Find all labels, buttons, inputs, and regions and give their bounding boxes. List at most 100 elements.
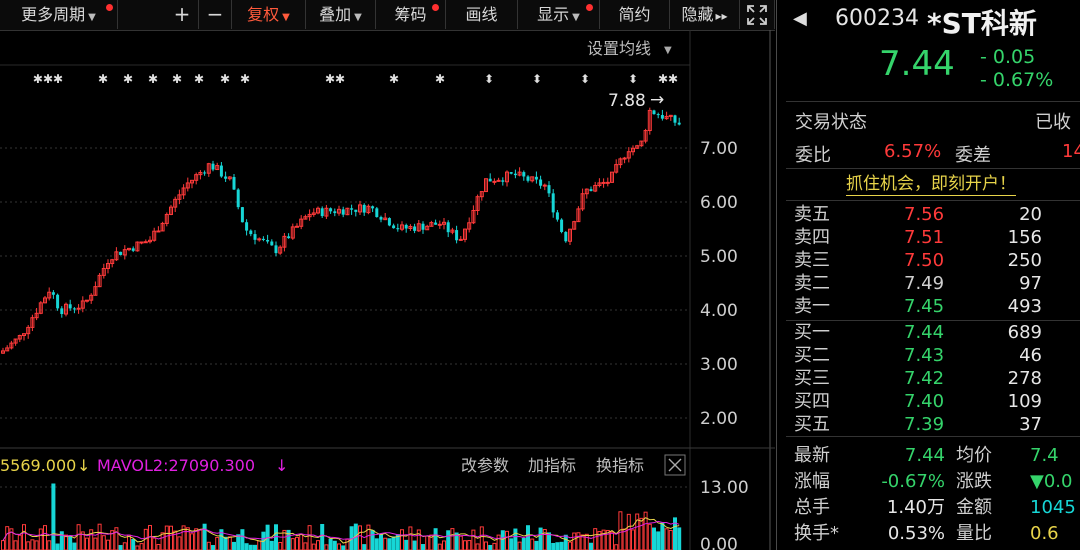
volume-bar bbox=[169, 525, 173, 550]
event-marker-icon[interactable]: ✱ bbox=[98, 72, 108, 86]
candle-body bbox=[383, 217, 388, 221]
volume-bar bbox=[521, 537, 526, 550]
bid-row[interactable]: 买五 7.39 37 bbox=[776, 413, 1080, 436]
bid-row[interactable]: 买三 7.42 278 bbox=[776, 367, 1080, 390]
book-level-label: 卖三 bbox=[794, 250, 830, 271]
event-marker-icon[interactable]: ⬍ bbox=[580, 72, 590, 86]
draw-line-button[interactable]: 画线 bbox=[446, 0, 518, 29]
ma-settings-button[interactable]: 设置均线 bbox=[587, 39, 651, 58]
bid-row[interactable]: 买一 7.44 689 bbox=[776, 321, 1080, 344]
change-params-button[interactable]: 改参数 bbox=[461, 456, 509, 475]
event-marker-icon[interactable]: ✱ bbox=[172, 72, 182, 86]
book-price: 7.51 bbox=[904, 227, 945, 248]
ask-row[interactable]: 卖五 7.56 20 bbox=[776, 203, 1080, 226]
candle-body bbox=[227, 176, 232, 180]
candle-body bbox=[316, 207, 320, 214]
fullscreen-button[interactable] bbox=[740, 0, 775, 29]
book-volume: 20 bbox=[1019, 204, 1042, 225]
candle-body bbox=[139, 241, 144, 244]
close-pane-frame bbox=[664, 454, 686, 476]
volume-bar bbox=[643, 511, 648, 550]
candle-body bbox=[458, 238, 463, 241]
event-marker-icon[interactable]: ✱ bbox=[435, 72, 445, 86]
add-indicator-button[interactable]: 加指标 bbox=[528, 456, 576, 475]
book-price: 7.45 bbox=[904, 296, 945, 317]
candle-body bbox=[647, 109, 652, 132]
hide-label: 隐藏 bbox=[681, 5, 714, 24]
candle-body bbox=[560, 219, 564, 232]
volume-bar bbox=[202, 523, 207, 550]
switch-indicator-button[interactable]: 换指标 bbox=[596, 456, 644, 475]
volume-bar bbox=[206, 541, 211, 550]
event-marker-icon[interactable]: ✱ bbox=[240, 72, 250, 86]
candle-body bbox=[450, 229, 455, 233]
volume-bar bbox=[534, 540, 539, 550]
volume-bar bbox=[526, 525, 530, 550]
open-account-link[interactable]: 抓住机会，即刻开户！ bbox=[846, 174, 1016, 196]
simple-mode-button[interactable]: 简约 bbox=[600, 0, 670, 29]
volume-bar bbox=[101, 535, 106, 550]
candle-body bbox=[143, 241, 148, 244]
volume-bar bbox=[185, 527, 190, 550]
candle-body bbox=[534, 176, 538, 180]
display-button[interactable]: 显示 ▼ bbox=[518, 0, 600, 29]
ask-row[interactable]: 卖二 7.49 97 bbox=[776, 272, 1080, 295]
fuquan-button[interactable]: 复权 ▼ bbox=[232, 0, 306, 29]
event-marker-icon[interactable]: ⬍ bbox=[532, 72, 542, 86]
event-marker-icon[interactable]: ✱✱ bbox=[658, 72, 678, 86]
double-arrow-right-icon: ▸▸ bbox=[715, 9, 728, 23]
book-level-label: 买四 bbox=[794, 391, 830, 412]
collapse-panel-icon[interactable]: ◀ bbox=[793, 8, 807, 29]
volume-bar bbox=[13, 540, 18, 550]
candle-body bbox=[185, 182, 190, 189]
overlay-label: 叠加 bbox=[319, 5, 352, 24]
event-marker-icon[interactable]: ✱ bbox=[389, 72, 399, 86]
hide-button[interactable]: 隐藏 ▸▸ bbox=[670, 0, 740, 29]
event-marker-icon[interactable]: ✱ bbox=[194, 72, 204, 86]
bid-row[interactable]: 买四 7.40 109 bbox=[776, 390, 1080, 413]
ask-row[interactable]: 卖三 7.50 250 bbox=[776, 249, 1080, 272]
stat-value: 7.44 bbox=[904, 445, 945, 466]
volume-bar bbox=[311, 543, 316, 550]
candle-body bbox=[30, 317, 35, 328]
period-selector[interactable]: 更多周期 ▼ bbox=[0, 0, 118, 29]
book-price: 7.42 bbox=[904, 368, 945, 389]
overlay-button[interactable]: 叠加 ▼ bbox=[306, 0, 376, 29]
expand-icon bbox=[747, 5, 767, 25]
candle-body bbox=[245, 222, 249, 231]
zoom-out-button[interactable]: − bbox=[199, 0, 232, 29]
book-volume: 156 bbox=[1007, 227, 1042, 248]
candle-body bbox=[375, 208, 379, 218]
event-marker-icon[interactable]: ⬍ bbox=[484, 72, 494, 86]
volume-bar bbox=[500, 530, 505, 550]
candle-body bbox=[324, 207, 329, 217]
price-tick: 7.00 bbox=[700, 139, 738, 159]
zoom-in-button[interactable]: + bbox=[166, 0, 199, 29]
candle-body bbox=[85, 299, 89, 302]
candle-body bbox=[337, 208, 341, 214]
volume-bar bbox=[51, 483, 56, 550]
event-marker-icon[interactable]: ✱ bbox=[123, 72, 133, 86]
close-pane-button[interactable] bbox=[664, 454, 686, 476]
divider bbox=[786, 436, 1080, 437]
event-marker-icon[interactable]: ✱✱✱ bbox=[33, 72, 63, 86]
chips-button[interactable]: 筹码 bbox=[376, 0, 446, 29]
volume-bar bbox=[555, 542, 560, 550]
volume-bar bbox=[295, 536, 299, 550]
event-marker-icon[interactable]: ⬍ bbox=[628, 72, 638, 86]
event-marker-icon[interactable]: ✱✱ bbox=[325, 72, 345, 86]
candlesticks[interactable] bbox=[1, 107, 681, 354]
candle-body bbox=[17, 334, 22, 340]
event-markers[interactable]: ✱✱✱ ✱ ✱ ✱ ✱ ✱ ✱ ✱ ✱✱ ✱ ✱ ⬍ ⬍ ⬍ ⬍ ✱✱ bbox=[33, 72, 678, 86]
event-marker-icon[interactable]: ✱ bbox=[148, 72, 158, 86]
candle-body bbox=[354, 209, 358, 212]
candle-body bbox=[404, 224, 408, 229]
arrow-down-icon: ↓ bbox=[275, 456, 288, 475]
price-tick: 3.00 bbox=[700, 355, 738, 375]
ask-row[interactable]: 卖四 7.51 156 bbox=[776, 226, 1080, 249]
kline-chart[interactable]: 设置均线 ▼ ✱✱✱ ✱ ✱ ✱ ✱ ✱ ✱ ✱ ✱✱ ✱ ✱ ⬍ ⬍ ⬍ ⬍ ✱✱ 7.006.005.00… bbox=[0, 30, 775, 550]
ask-row[interactable]: 卖一 7.45 493 bbox=[776, 295, 1080, 318]
bid-row[interactable]: 买二 7.43 46 bbox=[776, 344, 1080, 367]
event-marker-icon[interactable]: ✱ bbox=[220, 72, 230, 86]
divider bbox=[786, 168, 1080, 169]
